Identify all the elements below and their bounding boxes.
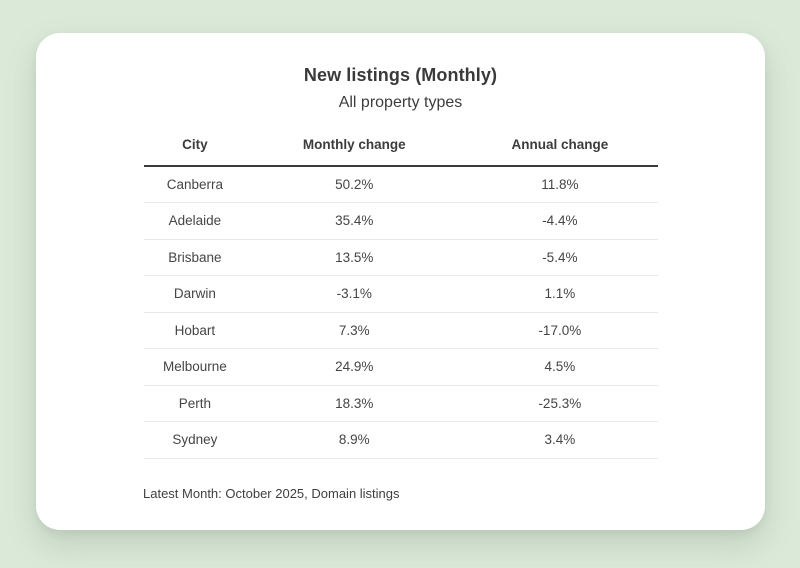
cell-annual-change: -5.4%	[462, 239, 658, 276]
cell-city: Hobart	[143, 312, 247, 349]
table-row: Canberra 50.2% 11.8%	[143, 166, 658, 203]
cell-annual-change: -4.4%	[462, 202, 658, 240]
cell-monthly-change: 8.9%	[246, 421, 463, 459]
column-header-annual-change: Annual change	[462, 133, 658, 167]
table-row: Hobart 7.3% -17.0%	[143, 312, 658, 349]
report-card: New listings (Monthly) All property type…	[36, 33, 765, 530]
cell-monthly-change: 7.3%	[246, 312, 463, 349]
cell-city: Melbourne	[143, 348, 247, 386]
cell-annual-change: 4.5%	[462, 348, 658, 386]
source-note: Latest Month: October 2025, Domain listi…	[143, 485, 400, 501]
table-row: Sydney 8.9% 3.4%	[143, 421, 658, 459]
cell-city: Canberra	[143, 166, 247, 203]
table-row: Perth 18.3% -25.3%	[143, 385, 658, 422]
listings-table: City Monthly change Annual change Canber…	[143, 133, 658, 459]
cell-monthly-change: 50.2%	[246, 166, 463, 203]
table-header-row: City Monthly change Annual change	[143, 133, 658, 167]
table-row: Adelaide 35.4% -4.4%	[143, 202, 658, 240]
table-row: Darwin -3.1% 1.1%	[143, 275, 658, 313]
cell-city: Perth	[143, 385, 247, 422]
cell-city: Sydney	[143, 421, 247, 459]
cell-annual-change: -17.0%	[462, 312, 658, 349]
column-header-monthly-change: Monthly change	[246, 133, 463, 167]
cell-monthly-change: 13.5%	[246, 239, 463, 276]
cell-monthly-change: -3.1%	[246, 275, 463, 313]
table-header: City Monthly change Annual change	[143, 133, 658, 167]
table-row: Brisbane 13.5% -5.4%	[143, 239, 658, 276]
table-row: Melbourne 24.9% 4.5%	[143, 348, 658, 386]
cell-annual-change: 1.1%	[462, 275, 658, 313]
chart-subtitle: All property types	[338, 94, 463, 111]
cell-annual-change: -25.3%	[462, 385, 658, 422]
cell-monthly-change: 18.3%	[246, 385, 463, 422]
cell-annual-change: 11.8%	[462, 166, 658, 203]
cell-city: Darwin	[143, 275, 247, 313]
cell-monthly-change: 35.4%	[246, 202, 463, 240]
cell-city: Adelaide	[143, 202, 247, 240]
cell-city: Brisbane	[143, 239, 247, 276]
chart-title: New listings (Monthly)	[303, 65, 498, 85]
cell-monthly-change: 24.9%	[246, 348, 463, 386]
cell-annual-change: 3.4%	[462, 421, 658, 459]
column-header-city: City	[143, 133, 247, 167]
